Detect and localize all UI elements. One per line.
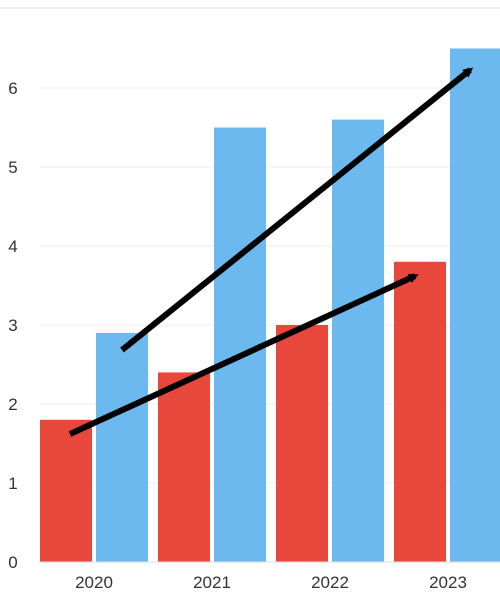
bar-series-2: [332, 119, 384, 562]
bar-series-2: [96, 332, 148, 562]
bars: [40, 48, 500, 562]
bar-series-2: [214, 127, 266, 562]
y-tick-label: 2: [8, 395, 17, 414]
trend-arrow: [120, 67, 474, 353]
x-tick-label: 2021: [193, 573, 231, 592]
trend-arrows: [68, 67, 474, 437]
bar-series-1: [40, 419, 92, 562]
x-tick-label: 2020: [75, 573, 113, 592]
bar-series-1: [158, 372, 210, 562]
bar-series-1: [276, 325, 328, 562]
y-tick-label: 0: [8, 553, 17, 572]
y-tick-label: 1: [8, 474, 17, 493]
y-tick-label: 3: [8, 316, 17, 335]
bar-series-1: [394, 261, 446, 562]
x-tick-label: 2023: [429, 573, 467, 592]
bar-series-2: [450, 48, 500, 562]
y-tick-label: 6: [8, 79, 17, 98]
trend-arrow: [68, 273, 419, 437]
x-tick-label: 2022: [311, 573, 349, 592]
axes: 0 1 2 3 4 5 6 2020 2021 2022 2023: [8, 79, 500, 592]
y-tick-label: 5: [8, 158, 17, 177]
y-tick-label: 4: [8, 237, 17, 256]
